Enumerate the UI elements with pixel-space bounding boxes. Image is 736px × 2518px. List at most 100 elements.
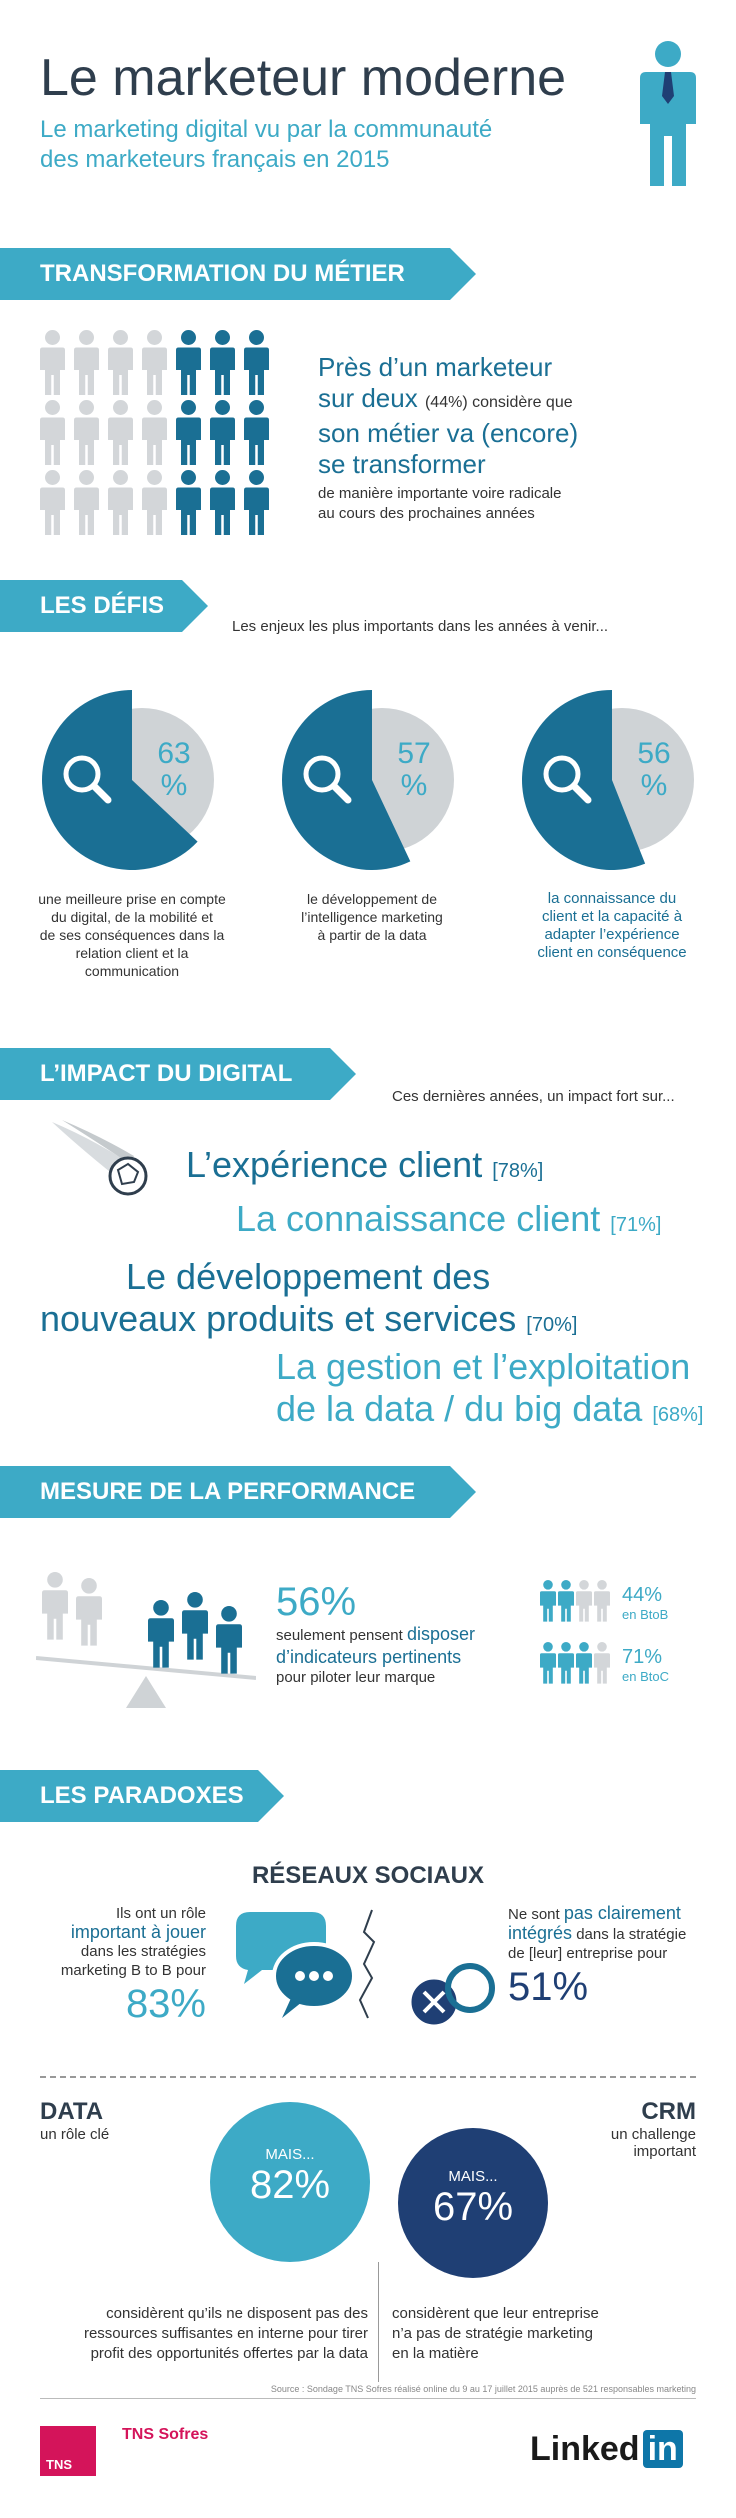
btoc-label: en BtoC xyxy=(622,1669,669,1684)
transformation-line1: Près d’un marketeur xyxy=(318,352,553,382)
defi-text-line: client et la capacité à xyxy=(541,908,683,925)
crm-text-line2: n’a pas de stratégie marketing xyxy=(392,2325,593,2342)
defi-text-line: communication xyxy=(84,963,180,979)
person-icon-grey xyxy=(76,1578,102,1646)
person-icon-blue xyxy=(176,330,201,395)
social-right-line3: de [leur] entreprise pour xyxy=(508,1945,668,1962)
btob-pct: 44% xyxy=(622,1584,663,1606)
person-icon-grey xyxy=(40,470,65,535)
defi-text-line: du digital, de la mobilité et xyxy=(51,909,213,925)
transformation-small1: de manière importante voire radicale xyxy=(318,485,562,502)
transformation-pct: (44%) considère que xyxy=(424,394,573,411)
person-icon-blue xyxy=(244,470,269,535)
person-icon-grey xyxy=(142,400,167,465)
defi-text-line: la connaissance du xyxy=(547,890,677,907)
defi-pct: 56% xyxy=(634,738,674,802)
person-icon-blue xyxy=(176,470,201,535)
social-right-l1a: Ne sont xyxy=(508,1906,560,1923)
social-right-line1: Ne sont pas clairement xyxy=(508,1904,718,1924)
magnifier-icon xyxy=(63,755,112,804)
mesure-line3: pour piloter leur marque xyxy=(276,1669,436,1686)
section-band-mesure: MESURE DE LA PERFORMANCE xyxy=(0,1466,476,1518)
divider-dotted xyxy=(40,2076,696,2078)
data-title: DATA xyxy=(40,2098,104,2125)
defi-text-line: à partir de la data xyxy=(317,927,427,943)
defi-pct-unit: % xyxy=(640,769,668,802)
social-left-line4: marketing B to B pour xyxy=(60,1962,206,1979)
customer-group-icon xyxy=(543,755,592,804)
impact-item-3-text: nouveaux produits et services xyxy=(40,1298,517,1339)
defi-pie xyxy=(282,690,454,870)
impact-item-1: L’expérience client [78%] xyxy=(186,1144,543,1186)
data-text-line2: ressources suffisantes en interne pour t… xyxy=(83,2325,368,2342)
defi-item: 57% le développement de l’intelligence mar… xyxy=(262,680,482,1000)
person-icon-blue xyxy=(540,1580,556,1622)
mesure-line1: seulement pensent disposer xyxy=(276,1624,475,1646)
impact-item-3-line1: Le développement des xyxy=(126,1256,491,1297)
btob-label: en BtoB xyxy=(622,1607,669,1622)
balance-beam xyxy=(36,1656,256,1680)
data-title-block: DATA un rôle clé xyxy=(40,2098,109,2143)
social-title: RÉSEAUX SOCIAUX xyxy=(251,1862,485,1889)
defi-pct-value: 57 xyxy=(397,737,431,770)
social-left-line3: dans les stratégies xyxy=(80,1943,206,1960)
section-band-defis: LES DÉFIS xyxy=(0,580,208,632)
balance-base xyxy=(126,1676,166,1708)
impact-item-4-text: de la data / du big data xyxy=(276,1388,643,1429)
person-icon-blue xyxy=(210,330,235,395)
defi-text-line: le développement de xyxy=(307,891,437,907)
mesure-line1-highlight: disposer xyxy=(406,1624,475,1644)
page-subtitle-line1: Le marketing digital vu par la communaut… xyxy=(40,116,493,143)
person-icon-grey xyxy=(108,400,133,465)
person-icon-blue xyxy=(182,1592,208,1660)
defi-pct-unit: % xyxy=(160,769,188,802)
person-icon-blue xyxy=(244,400,269,465)
person-icon-grey xyxy=(42,1572,68,1640)
defi-text: la connaissance du client et la capacité … xyxy=(502,890,722,962)
person-icon-blue xyxy=(540,1642,556,1684)
marketer-icon xyxy=(640,41,696,186)
data-subtitle: un rôle clé xyxy=(40,2126,110,2143)
crm-title-block: CRM un challenge important xyxy=(611,2098,696,2160)
btob-people-icon xyxy=(540,1580,610,1622)
transformation-text: Près d’un marketeur sur deux (44%) consi… xyxy=(318,352,578,524)
linkedin-logo-text: Linked xyxy=(530,2430,640,2468)
data-pct: 82% xyxy=(249,2163,331,2207)
btoc-stat: 71% en BtoC xyxy=(622,1646,669,1684)
transformation-small2: au cours des prochaines années xyxy=(318,505,535,522)
btoc-pct: 71% xyxy=(622,1646,663,1668)
social-left-pct: 83% xyxy=(125,1982,206,2026)
data-mais: MAIS... xyxy=(265,2146,315,2163)
section-label: LES PARADOXES xyxy=(40,1782,244,1809)
page-title: Le marketeur moderne xyxy=(40,49,567,107)
footer-divider xyxy=(40,2398,696,2399)
defis-row: 63% une meilleure prise en compte du digit… xyxy=(0,680,736,1000)
transformation-highlight: sur deux xyxy=(318,383,418,413)
balance-scale-icon xyxy=(36,1572,256,1708)
person-icon-grey xyxy=(576,1580,592,1622)
social-right-l1b: pas clairement xyxy=(563,1903,681,1923)
social-right-line2: intégrés dans la stratégie xyxy=(508,1924,718,1944)
section-label: TRANSFORMATION DU MÉTIER xyxy=(40,260,405,287)
defi-text-line: adapter l’expérience xyxy=(544,926,680,943)
impact-item-4: La gestion et l’exploitation de la data … xyxy=(276,1346,703,1436)
mesure-line2: d’indicateurs pertinents xyxy=(276,1647,462,1667)
crm-title: CRM xyxy=(641,2098,696,2125)
mesure-line1-text: seulement pensent xyxy=(276,1627,403,1644)
person-icon-grey xyxy=(108,330,133,395)
person-icon-grey xyxy=(594,1580,610,1622)
defi-item: 56% la connaissance du client et la capaci… xyxy=(502,680,722,1000)
transformation-line3: son métier va (encore) xyxy=(318,418,579,448)
defis-intro: Les enjeux les plus importants dans les … xyxy=(232,618,609,635)
person-icon-blue xyxy=(216,1606,242,1674)
speech-bubbles-icon xyxy=(236,1909,376,2019)
social-left-text: Ils ont un rôle important à jouer dans l… xyxy=(30,1904,206,2028)
mesure-text: 56% seulement pensent disposer d’indicat… xyxy=(276,1580,475,1688)
data-magnifier-icon xyxy=(303,755,352,804)
social-left-line2: important à jouer xyxy=(70,1922,206,1942)
person-icon-blue xyxy=(210,400,235,465)
defi-pie xyxy=(522,690,694,870)
btoc-people-icon xyxy=(540,1642,610,1684)
linkedin-logo-in: in xyxy=(642,2430,683,2468)
person-icon-grey xyxy=(142,470,167,535)
